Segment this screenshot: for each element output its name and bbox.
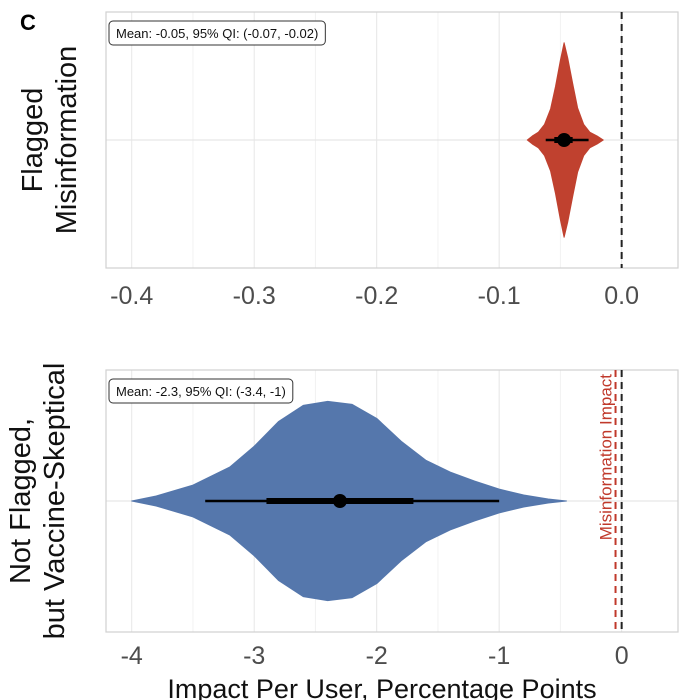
annotation-text: Mean: -2.3, 95% QI: (-3.4, -1)	[116, 384, 286, 399]
mean-point	[332, 494, 347, 508]
mean-point	[557, 133, 572, 147]
x-tick-label: -3	[243, 642, 265, 670]
y-axis-label: Flagged	[17, 88, 49, 193]
panel-border	[105, 11, 679, 269]
x-tick-label: -0.2	[355, 282, 398, 310]
x-tick-label: -0.4	[110, 282, 153, 310]
annotation-text: Mean: -0.05, 95% QI: (-0.07, -0.02)	[116, 26, 318, 41]
panel-border	[105, 369, 679, 633]
annotation-box	[108, 20, 326, 46]
panel-letter: C	[20, 10, 36, 35]
x-tick-label: -0.1	[478, 282, 521, 310]
y-axis-label: but Vaccine-Skeptical	[39, 363, 71, 640]
panel-1: Mean: -0.05, 95% QI: (-0.07, -0.02) -0.4 -…	[17, 11, 679, 310]
y-axis-label: Misinformation	[51, 46, 83, 235]
y-axis-label: Not Flagged,	[5, 418, 37, 584]
x-tick-label: -4	[121, 642, 143, 670]
x-axis-label: Impact Per User, Percentage Points	[167, 674, 596, 700]
x-tick-label: -2	[366, 642, 388, 670]
x-tick-label: 0.0	[604, 282, 639, 310]
reference-line-label: Misinformation Impact	[597, 374, 616, 541]
x-tick-label: -0.3	[233, 282, 276, 310]
annotation-box	[108, 378, 294, 404]
x-tick-label: 0	[615, 642, 629, 670]
panel-2: Misinformation Impact Mean: -2.3, 95% QI:…	[5, 363, 679, 700]
x-tick-label: -1	[488, 642, 510, 670]
